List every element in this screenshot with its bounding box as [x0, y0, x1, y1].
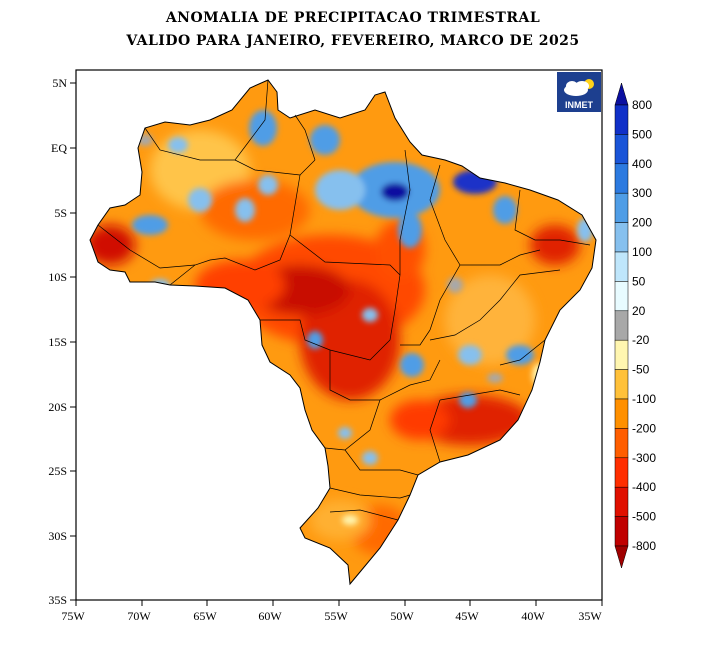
state-borders: [97, 79, 591, 521]
colorbar-swatch: [614, 428, 629, 459]
colorbar-swatch: [614, 222, 629, 253]
lat-tick-label: 30S: [48, 529, 67, 543]
colorbar-label: 50: [632, 274, 646, 288]
colorbar-swatch: [614, 251, 629, 282]
colorbar-swatch: [614, 163, 629, 194]
lon-tick-label: 75W: [61, 609, 85, 623]
lon-tick-label: 50W: [390, 609, 414, 623]
lon-tick-label: 45W: [455, 609, 479, 623]
colorbar-extend-bottom: [614, 545, 629, 569]
lat-tick-label: EQ: [51, 141, 67, 155]
longitude-axis: 75W 70W 65W 60W 55W 50W 45W 40W 35W: [61, 600, 603, 623]
colorbar-swatch: [614, 369, 629, 400]
lon-tick-label: 55W: [324, 609, 348, 623]
colorbar-swatch: [614, 339, 629, 370]
colorbar-swatch: [614, 398, 629, 429]
lat-tick-label: 15S: [48, 335, 67, 349]
colorbar-swatch: [614, 516, 629, 547]
colorbar-swatch: [614, 486, 629, 517]
colorbar-label: -20: [632, 333, 650, 347]
cloud-sun-icon: [564, 81, 589, 96]
colorbar-swatch: [614, 310, 629, 341]
colorbar: 800 500 400 300 200 100 50 20 -20 -50 -100 -200 -300…: [614, 82, 656, 569]
lat-tick-label: 25S: [48, 464, 67, 478]
chart-subtitle: VALIDO PARA JANEIRO, FEVEREIRO, MARCO DE…: [126, 33, 580, 49]
colorbar-label: 20: [632, 304, 646, 318]
latitude-axis: 5N EQ 5S 10S 15S 20S 25S 30S 35S: [48, 76, 76, 607]
lat-tick-label: 35S: [48, 593, 67, 607]
colorbar-label: 100: [632, 245, 652, 259]
lat-tick-label: 20S: [48, 400, 67, 414]
lon-tick-label: 65W: [193, 609, 217, 623]
colorbar-swatch: [614, 192, 629, 223]
colorbar-swatch: [614, 104, 629, 135]
lat-tick-label: 5S: [54, 206, 67, 220]
colorbar-swatch: [614, 281, 629, 312]
colorbar-label: -100: [632, 392, 656, 406]
colorbar-label: 400: [632, 157, 652, 171]
logo-text: INMET: [565, 100, 594, 110]
colorbar-swatch: [614, 134, 629, 165]
colorbar-label: -300: [632, 451, 656, 465]
colorbar-label: 300: [632, 186, 652, 200]
colorbar-label: -800: [632, 539, 656, 553]
colorbar-label: 200: [632, 216, 652, 230]
colorbar-label: -50: [632, 363, 650, 377]
colorbar-label: -500: [632, 510, 656, 524]
lon-tick-label: 60W: [258, 609, 282, 623]
colorbar-label: 500: [632, 127, 652, 141]
lon-tick-label: 35W: [578, 609, 602, 623]
colorbar-label: 800: [632, 98, 652, 112]
chart-title: ANOMALIA DE PRECIPITACAO TRIMESTRAL: [165, 10, 541, 26]
inmet-logo: INMET: [557, 72, 601, 112]
colorbar-extend-top: [614, 82, 629, 106]
colorbar-label: -400: [632, 480, 656, 494]
lat-tick-label: 10S: [48, 270, 67, 284]
lon-tick-label: 70W: [127, 609, 151, 623]
lat-tick-label: 5N: [52, 76, 67, 90]
colorbar-label: -200: [632, 421, 656, 435]
colorbar-swatch: [614, 457, 629, 488]
lon-tick-label: 40W: [521, 609, 545, 623]
